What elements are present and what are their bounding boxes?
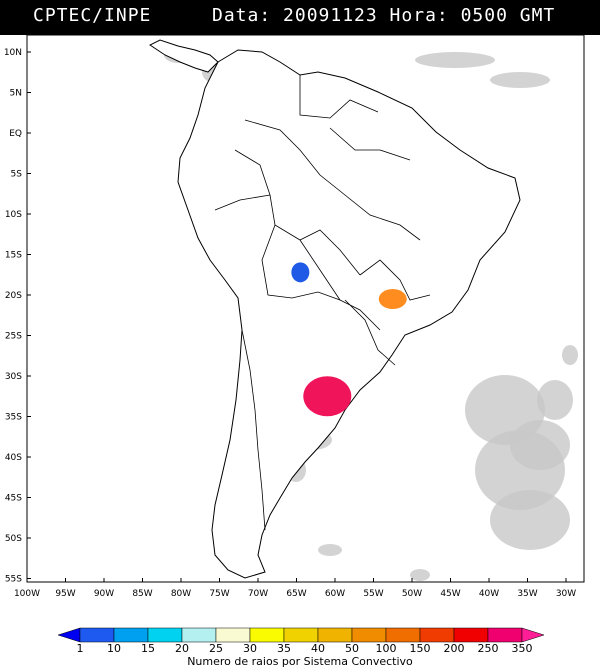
- colorbar-segment: [419, 627, 455, 643]
- colorbar-tick-label: 10: [107, 642, 121, 655]
- colorbar-segment: [249, 627, 285, 643]
- date-time-label: Data: 20091123 Hora: 0500 GMT: [212, 5, 556, 26]
- cloud-patch: [510, 420, 570, 470]
- lon-tick-label: 65W: [286, 589, 306, 599]
- lon-tick-label: 30W: [556, 589, 576, 599]
- lon-tick-label: 100W: [14, 589, 40, 599]
- continent: [149, 39, 521, 579]
- colorbar-tick-label: 350: [511, 642, 533, 655]
- lat-tick-label: 5S: [11, 170, 23, 180]
- south-america-outline: [177, 49, 521, 579]
- header-bar: CPTEC/INPE Data: 20091123 Hora: 0500 GMT: [0, 0, 600, 35]
- central-america-outline: [149, 39, 219, 73]
- colorbar-segment: [147, 627, 183, 643]
- colorbar-segment: [215, 627, 251, 643]
- lat-tick-label: 10S: [5, 210, 22, 220]
- lon-tick-label: 50W: [402, 589, 422, 599]
- lat-tick-label: 55S: [5, 575, 22, 585]
- lat-tick-label: 30S: [5, 372, 22, 382]
- colorbar-segment: [57, 627, 81, 643]
- cloud-patch: [490, 490, 570, 550]
- colorbar-tick-label: 50: [345, 642, 359, 655]
- colorbar-title: Numero de raios por Sistema Convectivo: [187, 655, 413, 668]
- source-label: CPTEC/INPE: [33, 5, 152, 26]
- colorbar-tick-label: 200: [443, 642, 465, 655]
- lat-tick-label: 10N: [4, 48, 22, 58]
- lon-tick-label: 55W: [363, 589, 383, 599]
- lat-tick-label: EQ: [9, 129, 22, 139]
- lat-tick-label: 45S: [5, 494, 22, 504]
- lat-tick-label: 25S: [5, 332, 22, 342]
- lat-tick-label: 40S: [5, 453, 22, 463]
- lon-tick-label: 40W: [479, 589, 499, 599]
- colorbar-segment: [453, 627, 489, 643]
- latitude-labels: 10N 5N EQ 5S 10S 15S 20S 25S 30S 35S 40S 45S 50S 55S: [4, 48, 31, 585]
- lon-tick-label: 70W: [248, 589, 268, 599]
- colorbar-tick-label: 15: [141, 642, 155, 655]
- lat-tick-label: 50S: [5, 534, 22, 544]
- lon-tick-label: 80W: [171, 589, 191, 599]
- colorbar-segment: [521, 627, 545, 643]
- colorbar-tick-label: 35: [277, 642, 291, 655]
- lon-tick-label: 75W: [209, 589, 229, 599]
- lat-tick-label: 35S: [5, 413, 22, 423]
- colorbar-segment: [385, 627, 421, 643]
- colorbar-segment: [351, 627, 387, 643]
- convective-system-1: [291, 262, 310, 283]
- colorbar-tick-label: 30: [243, 642, 257, 655]
- colorbar-tick-label: 25: [209, 642, 223, 655]
- country-borders: [214, 75, 431, 531]
- colorbar-segment: [283, 627, 319, 643]
- colorbar-segment: [181, 627, 217, 643]
- colorbar-tick-label: 150: [409, 642, 431, 655]
- lat-tick-label: 15S: [5, 251, 22, 261]
- colorbar-tick-label: 250: [477, 642, 499, 655]
- lon-tick-label: 45W: [440, 589, 460, 599]
- colorbar-tick-label: 1: [76, 642, 84, 655]
- colorbar-tick-label: 20: [175, 642, 189, 655]
- convective-systems: [291, 262, 407, 417]
- lon-tick-label: 85W: [132, 589, 152, 599]
- cloud-patch: [318, 544, 342, 556]
- colorbar-segment: [487, 627, 523, 643]
- colorbar: [57, 627, 545, 643]
- colorbar-tick-label: 100: [375, 642, 397, 655]
- lon-tick-label: 95W: [55, 589, 75, 599]
- colorbar-segment: [317, 627, 353, 643]
- cloud-patch: [537, 380, 573, 420]
- lat-tick-label: 20S: [5, 291, 22, 301]
- colorbar-segment: [113, 627, 149, 643]
- lon-tick-label: 60W: [325, 589, 345, 599]
- cloud-patch: [410, 569, 430, 581]
- cloud-patch: [562, 345, 578, 365]
- lightning-map: 10N5NEQ5S10S15S20S25S30S35S40S45S50S55S …: [4, 34, 585, 599]
- convective-system-2: [378, 289, 407, 310]
- colorbar-segment: [79, 627, 115, 643]
- convective-system-3: [303, 376, 352, 417]
- lon-tick-label: 90W: [94, 589, 114, 599]
- lat-tick-label: 5N: [10, 89, 22, 99]
- lon-tick-label: 35W: [517, 589, 537, 599]
- cloud-patch: [490, 72, 550, 88]
- longitude-labels: 100W 95W 90W 85W 80W 75W 70W 65W 60W 55W 50W 45W 40W…: [14, 578, 576, 599]
- cloud-patch: [415, 52, 495, 68]
- map-frame: [26, 34, 585, 583]
- colorbar-tick-label: 40: [311, 642, 325, 655]
